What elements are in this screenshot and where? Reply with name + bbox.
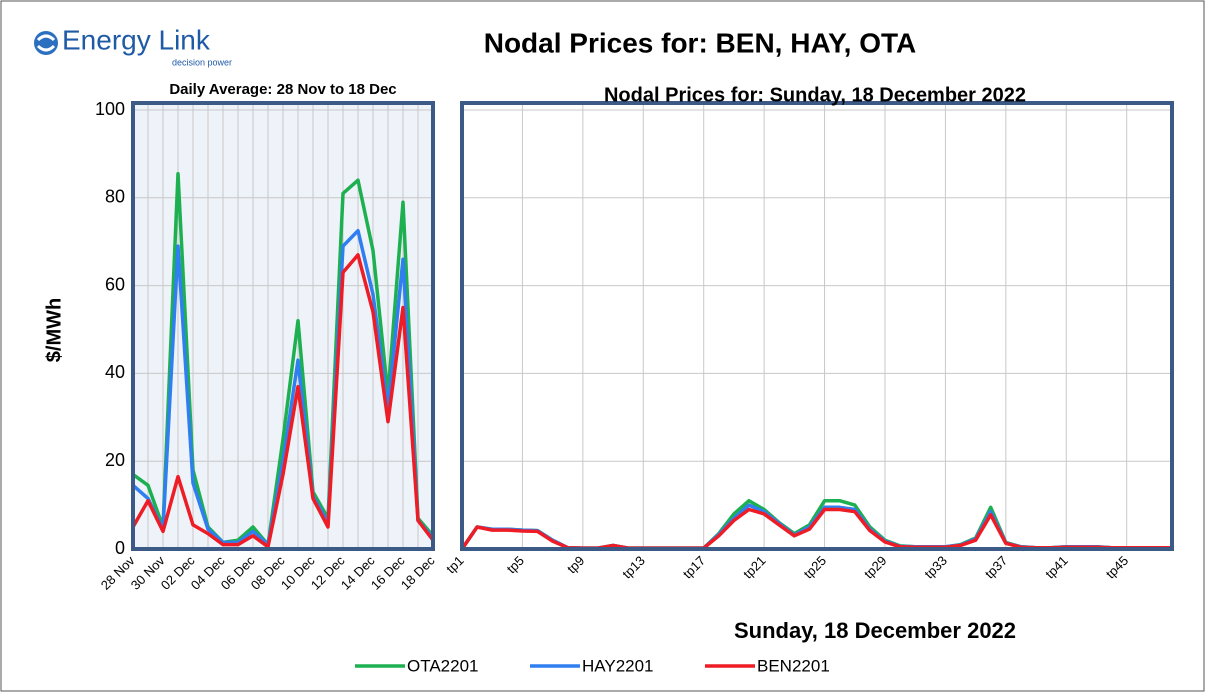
legend-label: BEN2201 xyxy=(757,656,830,675)
y-tick-label: 100 xyxy=(95,99,125,119)
y-tick-label: 20 xyxy=(105,450,125,470)
plot-frame xyxy=(460,101,1174,551)
series-line xyxy=(131,253,435,549)
panel-title: Daily Average: 28 Nov to 18 Dec xyxy=(169,81,396,98)
plot-area xyxy=(462,103,1172,549)
plot-frame xyxy=(131,101,435,551)
y-tick-label: 80 xyxy=(105,187,125,207)
y-tick-label: 60 xyxy=(105,274,125,294)
logo-tagline: decision power xyxy=(172,57,232,67)
series-line xyxy=(131,171,435,547)
y-tick-label: 40 xyxy=(105,362,125,382)
x-axis-label: Sunday, 18 December 2022 xyxy=(734,618,1016,643)
series-line xyxy=(131,228,435,547)
panel-title: Nodal Prices for: Sunday, 18 December 20… xyxy=(604,84,1026,106)
y-axis-label: $/MWh xyxy=(43,298,65,362)
logo-name: Energy Link xyxy=(62,24,211,55)
main-title: Nodal Prices for: BEN, HAY, OTA xyxy=(484,27,917,58)
logo-mark xyxy=(36,34,56,52)
legend-label: OTA2201 xyxy=(407,656,479,675)
legend-label: HAY2201 xyxy=(582,656,654,675)
y-tick-label: 0 xyxy=(115,538,125,558)
